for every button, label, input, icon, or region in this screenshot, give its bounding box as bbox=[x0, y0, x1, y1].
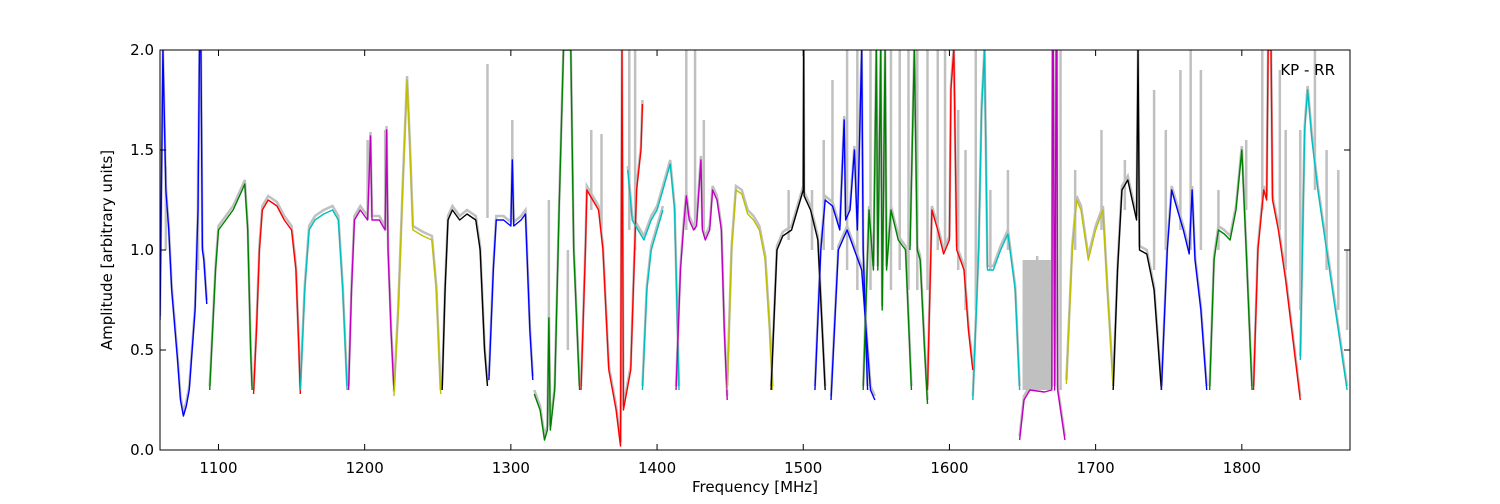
series-line-seg18 bbox=[862, 50, 913, 391]
series-line-seg07 bbox=[441, 209, 489, 391]
y-tick-label: 1.0 bbox=[130, 241, 154, 259]
series-line-seg03 bbox=[252, 199, 302, 395]
series-line-seg04 bbox=[299, 209, 348, 391]
series-line-seg08 bbox=[488, 159, 534, 381]
series-line-seg06 bbox=[393, 79, 442, 397]
flagged-trace bbox=[1065, 195, 1115, 383]
series-line-seg12 bbox=[641, 209, 664, 391]
series-line-seg05 bbox=[347, 129, 395, 391]
flagged-trace bbox=[299, 204, 349, 387]
series-line-seg24 bbox=[1112, 50, 1163, 391]
series-line-seg14 bbox=[726, 189, 774, 391]
series-line-seg09 bbox=[533, 50, 581, 441]
x-tick-label: 1100 bbox=[199, 459, 237, 477]
series-line-seg22 bbox=[1018, 50, 1066, 441]
y-tick-label: 0.0 bbox=[130, 441, 154, 459]
series-line-seg27 bbox=[1252, 50, 1301, 401]
flagged-trace bbox=[487, 155, 535, 377]
x-tick-label: 1800 bbox=[1223, 459, 1261, 477]
series-line-seg23 bbox=[1065, 199, 1114, 387]
x-axis-label: Frequency [MHz] bbox=[692, 478, 818, 496]
x-tick-label: 1500 bbox=[784, 459, 822, 477]
x-tick-label: 1200 bbox=[346, 459, 384, 477]
x-tick-label: 1400 bbox=[638, 459, 676, 477]
series-line-seg26 bbox=[1208, 149, 1253, 391]
series-line-seg28 bbox=[1299, 89, 1348, 391]
flagged-trace bbox=[533, 50, 581, 437]
series-line-seg19 bbox=[909, 50, 929, 405]
x-tick-label: 1700 bbox=[1077, 459, 1115, 477]
series-line-seg20 bbox=[926, 50, 974, 391]
series-line-seg11 bbox=[627, 163, 680, 391]
plot-frame bbox=[159, 49, 1351, 451]
series-line-seg13 bbox=[675, 159, 728, 401]
flagged-trace bbox=[208, 179, 254, 387]
x-tick-label: 1600 bbox=[930, 459, 968, 477]
y-tick-label: 2.0 bbox=[130, 41, 154, 59]
series-line-seg17 bbox=[830, 229, 876, 401]
x-tick-label: 1300 bbox=[492, 459, 530, 477]
series-line-seg25 bbox=[1160, 189, 1208, 391]
series-line-seg02 bbox=[209, 183, 253, 391]
series-line-seg15 bbox=[770, 50, 826, 391]
series-line-seg10 bbox=[580, 50, 644, 447]
series-line-seg16 bbox=[814, 50, 869, 391]
series-line-seg01 bbox=[160, 50, 208, 417]
y-tick-label: 0.5 bbox=[130, 341, 154, 359]
y-tick-label: 1.5 bbox=[130, 141, 154, 159]
flagged-trace bbox=[440, 203, 489, 387]
series-line-seg21 bbox=[972, 50, 1021, 401]
annotation-label: KP - RR bbox=[1280, 61, 1335, 79]
y-axis-label: Amplitude [arbitrary units] bbox=[98, 150, 116, 350]
